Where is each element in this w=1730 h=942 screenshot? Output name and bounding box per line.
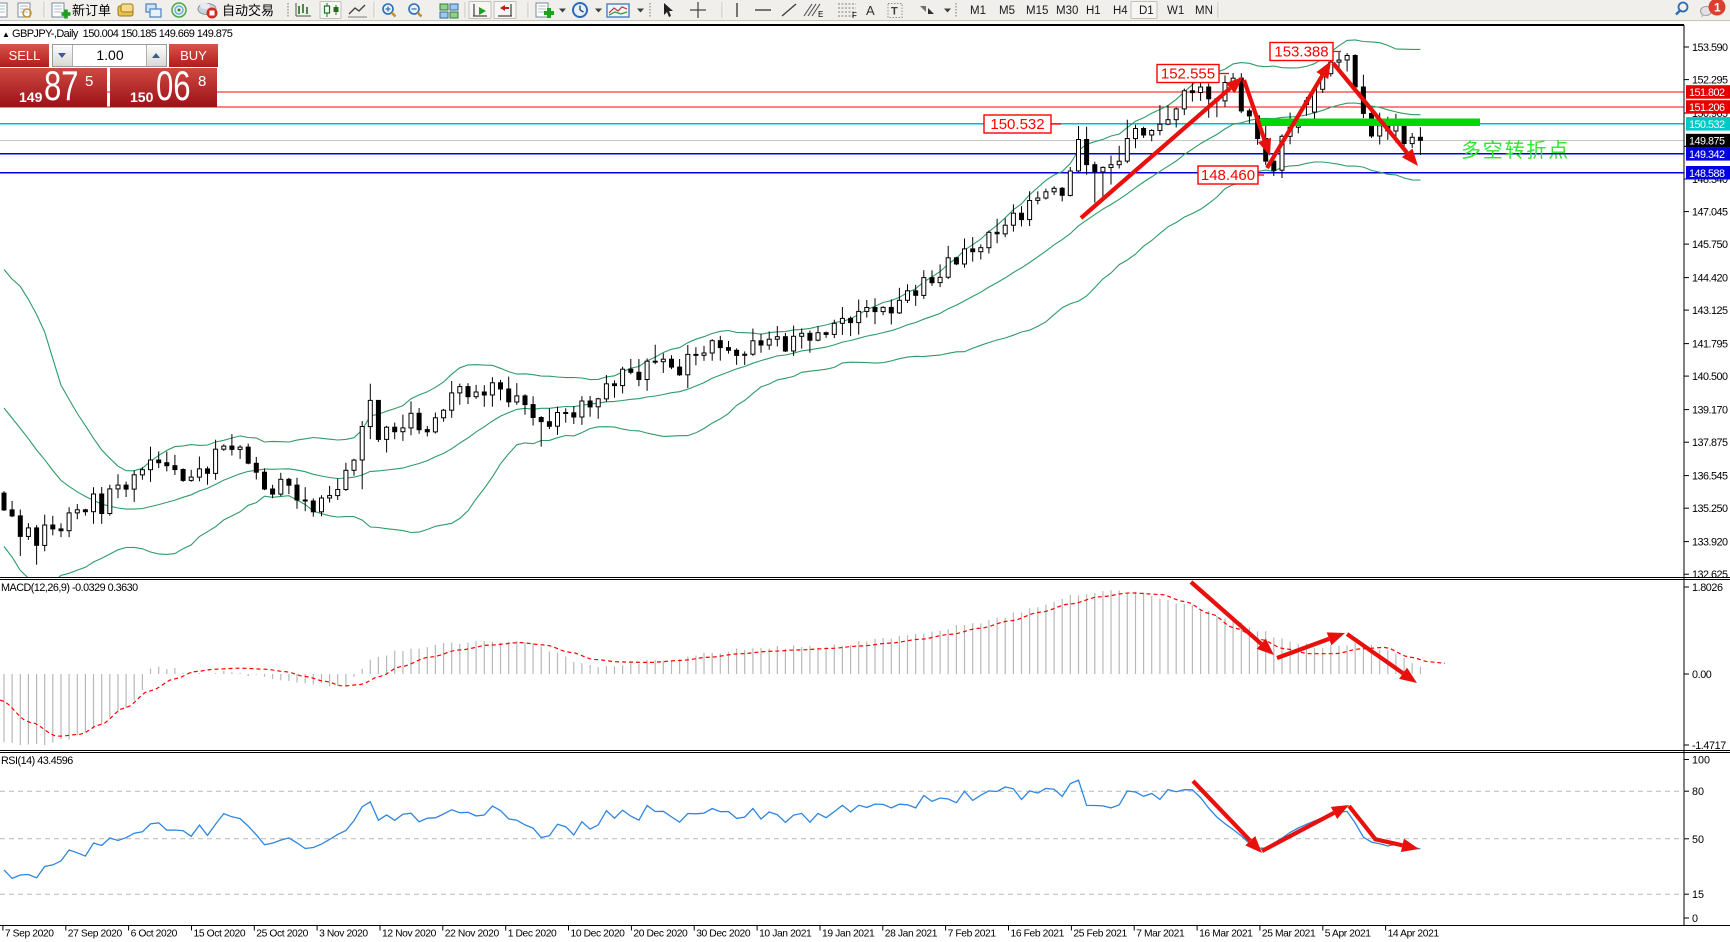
svg-text:28 Jan 2021: 28 Jan 2021 (885, 929, 938, 940)
svg-text:14 Apr 2021: 14 Apr 2021 (1388, 929, 1440, 940)
svg-text:15 Oct 2020: 15 Oct 2020 (194, 929, 246, 940)
svg-text:12 Nov 2020: 12 Nov 2020 (382, 929, 437, 940)
svg-text:A: A (866, 3, 875, 18)
svg-text:152.295: 152.295 (1692, 75, 1728, 87)
svg-text:148.460: 148.460 (1201, 167, 1255, 184)
svg-text:22 Nov 2020: 22 Nov 2020 (445, 929, 500, 940)
svg-text:147.045: 147.045 (1692, 207, 1728, 219)
svg-text:RSI(14) 43.4596: RSI(14) 43.4596 (1, 755, 73, 767)
svg-text:10 Dec 2020: 10 Dec 2020 (571, 929, 626, 940)
svg-text:自动交易: 自动交易 (222, 3, 274, 18)
svg-text:145.750: 145.750 (1692, 239, 1728, 251)
svg-text:7 Mar 2021: 7 Mar 2021 (1136, 929, 1185, 940)
svg-text:16 Mar 2021: 16 Mar 2021 (1199, 929, 1253, 940)
svg-text:20 Dec 2020: 20 Dec 2020 (633, 929, 688, 940)
svg-text:25 Feb 2021: 25 Feb 2021 (1073, 929, 1127, 940)
svg-text:3 Nov 2020: 3 Nov 2020 (319, 929, 368, 940)
svg-text:16 Feb 2021: 16 Feb 2021 (1011, 929, 1065, 940)
svg-text:135.250: 135.250 (1692, 503, 1728, 515)
svg-text:H1: H1 (1086, 5, 1101, 17)
svg-text:149.342: 149.342 (1689, 149, 1725, 161)
svg-text:141.795: 141.795 (1692, 339, 1728, 351)
svg-text:F: F (852, 11, 857, 20)
svg-text:150.532: 150.532 (990, 116, 1044, 133)
svg-text:M30: M30 (1056, 5, 1078, 17)
svg-text:153.388: 153.388 (1274, 44, 1328, 61)
svg-text:0: 0 (1692, 913, 1698, 925)
svg-text:27 Sep 2020: 27 Sep 2020 (68, 929, 123, 940)
svg-text:136.545: 136.545 (1692, 471, 1728, 483)
svg-text:133.920: 133.920 (1692, 537, 1728, 549)
svg-text:6 Oct 2020: 6 Oct 2020 (131, 929, 178, 940)
svg-text:T: T (891, 6, 898, 18)
svg-text:M1: M1 (970, 5, 986, 17)
svg-text:H4: H4 (1113, 5, 1128, 17)
svg-text:-1.4717: -1.4717 (1692, 740, 1726, 752)
svg-text:139.170: 139.170 (1692, 405, 1728, 417)
svg-text:140.500: 140.500 (1692, 371, 1728, 383)
svg-text:▲: ▲ (2, 30, 10, 39)
svg-text:多空转折点: 多空转折点 (1461, 139, 1570, 162)
svg-text:30 Dec 2020: 30 Dec 2020 (696, 929, 751, 940)
svg-text:149.875: 149.875 (1689, 136, 1725, 148)
svg-text:137.875: 137.875 (1692, 437, 1728, 449)
svg-text:148.588: 148.588 (1689, 168, 1725, 180)
svg-text:19 Jan 2021: 19 Jan 2021 (822, 929, 875, 940)
svg-text:0.00: 0.00 (1692, 669, 1712, 681)
svg-text:151.206: 151.206 (1689, 102, 1725, 114)
svg-text:E: E (818, 10, 823, 19)
svg-text:M5: M5 (999, 5, 1015, 17)
svg-text:7 Feb 2021: 7 Feb 2021 (948, 929, 997, 940)
svg-text:25 Mar 2021: 25 Mar 2021 (1262, 929, 1316, 940)
svg-text:W1: W1 (1167, 5, 1184, 17)
svg-text:50: 50 (1692, 834, 1704, 846)
svg-text:25 Oct 2020: 25 Oct 2020 (256, 929, 308, 940)
svg-text:7 Sep 2020: 7 Sep 2020 (5, 929, 54, 940)
svg-text:1: 1 (1714, 1, 1721, 15)
svg-text:1.8026: 1.8026 (1692, 582, 1723, 594)
svg-text:MACD(12,26,9) -0.0329 0.3630: MACD(12,26,9) -0.0329 0.3630 (1, 582, 138, 594)
svg-text:143.125: 143.125 (1692, 305, 1728, 317)
svg-text:10 Jan 2021: 10 Jan 2021 (759, 929, 812, 940)
svg-text:5 Apr 2021: 5 Apr 2021 (1325, 929, 1371, 940)
svg-text:132.625: 132.625 (1692, 569, 1728, 581)
svg-text:1 Dec 2020: 1 Dec 2020 (508, 929, 557, 940)
svg-text:153.590: 153.590 (1692, 42, 1728, 54)
svg-text:144.420: 144.420 (1692, 273, 1728, 285)
svg-text:D1: D1 (1139, 5, 1154, 17)
svg-text:80: 80 (1692, 786, 1704, 798)
svg-text:M15: M15 (1026, 5, 1048, 17)
svg-text:150.532: 150.532 (1689, 119, 1725, 131)
svg-text:MN: MN (1195, 5, 1213, 17)
svg-text:100: 100 (1692, 755, 1710, 767)
svg-text:GBPJPY-,Daily 150.004 150.185: GBPJPY-,Daily 150.004 150.185 149.669 14… (12, 28, 233, 40)
svg-text:新订单: 新订单 (72, 3, 111, 18)
svg-text:15: 15 (1692, 889, 1704, 901)
svg-text:152.555: 152.555 (1161, 66, 1215, 83)
svg-text:151.802: 151.802 (1689, 87, 1725, 99)
